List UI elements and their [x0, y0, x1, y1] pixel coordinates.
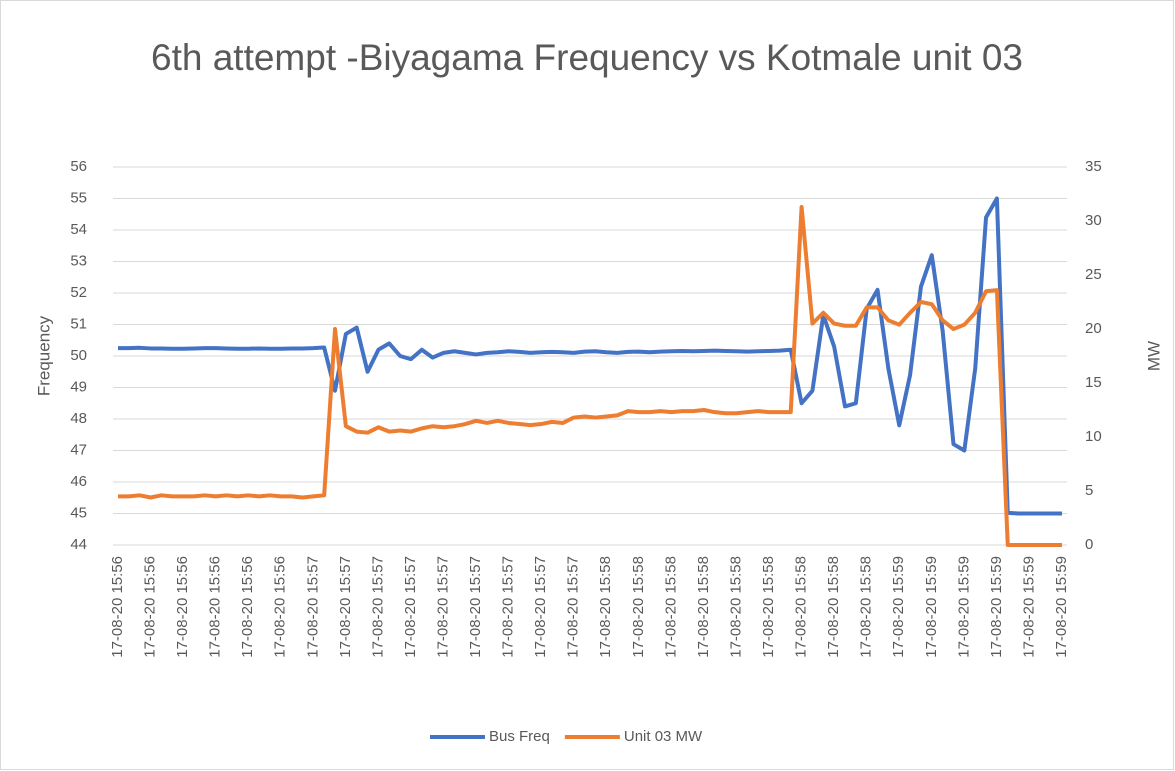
x-tick-label: 17-08-20 15:59 — [988, 556, 1005, 658]
y-tick-label: 53 — [70, 252, 87, 269]
x-tick-label: 17-08-20 15:59 — [1020, 556, 1037, 658]
y-tick-label: 56 — [70, 158, 87, 175]
y-tick-label: 54 — [70, 221, 87, 238]
chart-title: 6th attempt -Biyagama Frequency vs Kotma… — [151, 37, 1023, 78]
x-tick-label: 17-08-20 15:57 — [369, 556, 386, 658]
y-tick-label: 48 — [70, 410, 87, 427]
x-tick-label: 17-08-20 15:59 — [890, 556, 907, 658]
x-tick-label: 17-08-20 15:58 — [858, 556, 875, 658]
x-tick-label: 17-08-20 15:56 — [142, 556, 159, 658]
x-tick-label: 17-08-20 15:57 — [337, 556, 354, 658]
x-tick-label: 17-08-20 15:58 — [825, 556, 842, 658]
y2-tick-label: 20 — [1085, 320, 1102, 337]
line-series — [118, 204, 1062, 547]
y2-tick-label: 35 — [1085, 158, 1102, 175]
x-tick-label: 17-08-20 15:57 — [565, 556, 582, 658]
x-tick-label: 17-08-20 15:56 — [272, 556, 289, 658]
x-tick-label: 17-08-20 15:59 — [1053, 556, 1070, 658]
x-tick-label: 17-08-20 15:58 — [695, 556, 712, 658]
y-tick-label: 47 — [70, 441, 87, 458]
y2-tick-label: 10 — [1085, 428, 1102, 445]
x-tick-label: 17-08-20 15:56 — [239, 556, 256, 658]
y2-tick-label: 30 — [1085, 212, 1102, 229]
x-tick-label: 17-08-20 15:56 — [109, 556, 126, 658]
x-tick-label: 17-08-20 15:57 — [402, 556, 419, 658]
x-tick-label: 17-08-20 15:57 — [500, 556, 517, 658]
y-tick-label: 50 — [70, 347, 87, 364]
x-tick-label: 17-08-20 15:57 — [467, 556, 484, 658]
x-tick-label: 17-08-20 15:58 — [760, 556, 777, 658]
y-tick-label: 45 — [70, 504, 87, 521]
x-tick-label: 17-08-20 15:58 — [597, 556, 614, 658]
x-tick-label: 17-08-20 15:58 — [630, 556, 647, 658]
y-tick-label: 51 — [70, 315, 87, 332]
legend-label: Bus Freq — [489, 728, 550, 745]
legend-label: Unit 03 MW — [624, 728, 703, 745]
x-tick-label: 17-08-20 15:56 — [174, 556, 191, 658]
x-tick-label: 17-08-20 15:57 — [304, 556, 321, 658]
x-tick-label: 17-08-20 15:59 — [923, 556, 940, 658]
y2-tick-label: 5 — [1085, 482, 1093, 499]
y-tick-label: 49 — [70, 378, 87, 395]
x-tick-label: 17-08-20 15:58 — [793, 556, 810, 658]
x-tick-label: 17-08-20 15:57 — [434, 556, 451, 658]
y-axis-label: Frequency — [34, 315, 53, 396]
x-tick-label: 17-08-20 15:56 — [207, 556, 224, 658]
x-tick-label: 17-08-20 15:59 — [955, 556, 972, 658]
y2-tick-label: 15 — [1085, 374, 1102, 391]
y-tick-label: 46 — [70, 473, 87, 490]
y-tick-label: 44 — [70, 536, 87, 553]
y2-tick-label: 0 — [1085, 536, 1093, 553]
y-tick-label: 52 — [70, 284, 87, 301]
line-series — [118, 196, 1062, 516]
x-tick-label: 17-08-20 15:58 — [662, 556, 679, 658]
x-tick-label: 17-08-20 15:57 — [532, 556, 549, 658]
y-tick-label: 55 — [70, 189, 87, 206]
x-tick-label: 17-08-20 15:58 — [727, 556, 744, 658]
y2-tick-label: 25 — [1085, 266, 1102, 283]
y2-axis-label: MW — [1144, 341, 1163, 371]
